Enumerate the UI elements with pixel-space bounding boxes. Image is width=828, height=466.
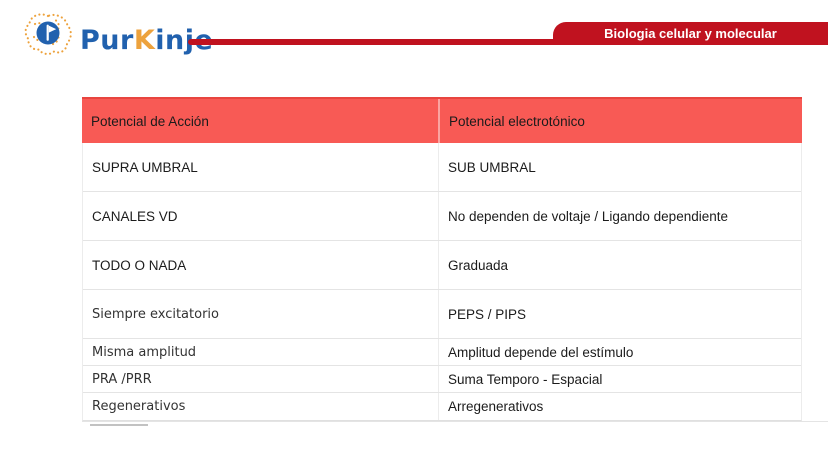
table-row: Siempre excitatorio PEPS / PIPS bbox=[83, 290, 801, 339]
table-row: CANALES VD No dependen de voltaje / Liga… bbox=[83, 192, 801, 241]
table-cell-right: No dependen de voltaje / Ligando dependi… bbox=[438, 192, 802, 240]
table-row: PRA /PRR Suma Temporo - Espacial bbox=[83, 366, 801, 393]
table-cell-left: Regenerativos bbox=[92, 399, 186, 414]
table-header-row: Potencial de Acción Potencial electrotón… bbox=[82, 97, 802, 143]
table-row: SUPRA UMBRAL SUB UMBRAL bbox=[83, 143, 801, 192]
clipped-next-row bbox=[82, 421, 828, 426]
purkinje-logo: PurKinje bbox=[22, 10, 213, 60]
table-cell-left: PRA /PRR bbox=[92, 371, 152, 387]
table-cell-right: Arregenerativos bbox=[438, 393, 802, 420]
logo-wordmark: PurKinje bbox=[80, 17, 213, 54]
table-cell-right: Graduada bbox=[438, 241, 802, 289]
logo-word-pur: Pur bbox=[80, 24, 134, 56]
comparison-table: Potencial de Acción Potencial electrotón… bbox=[82, 97, 802, 421]
table-cell-left: SUPRA UMBRAL bbox=[92, 159, 198, 175]
table-body: SUPRA UMBRAL SUB UMBRAL CANALES VD No de… bbox=[82, 143, 802, 421]
table-cell-right: Amplitud depende del estímulo bbox=[438, 339, 802, 365]
table-row: Misma amplitud Amplitud depende del estí… bbox=[83, 339, 801, 366]
table-cell-right: SUB UMBRAL bbox=[438, 143, 802, 191]
brain-network-icon bbox=[24, 13, 72, 55]
table-cell-left: CANALES VD bbox=[92, 208, 178, 224]
course-banner: Biologia celular y molecular bbox=[553, 22, 828, 45]
table-cell-left: Siempre excitatorio bbox=[92, 306, 219, 322]
table-cell-right: Suma Temporo - Espacial bbox=[438, 366, 802, 392]
logo-word-k: K bbox=[133, 24, 156, 56]
course-banner-title: Biologia celular y molecular bbox=[604, 26, 777, 41]
table-cell-left: TODO O NADA bbox=[92, 257, 187, 273]
table-header-left: Potencial de Acción bbox=[91, 113, 209, 129]
table-row: Regenerativos Arregenerativos bbox=[83, 393, 801, 420]
clipped-text-sliver bbox=[90, 424, 148, 426]
table-cell-right: PEPS / PIPS bbox=[438, 290, 802, 338]
table-header-right: Potencial electrotónico bbox=[438, 99, 802, 143]
table-cell-left: Misma amplitud bbox=[92, 344, 197, 360]
header-rule-line bbox=[188, 39, 828, 45]
table-row: TODO O NADA Graduada bbox=[83, 241, 801, 290]
